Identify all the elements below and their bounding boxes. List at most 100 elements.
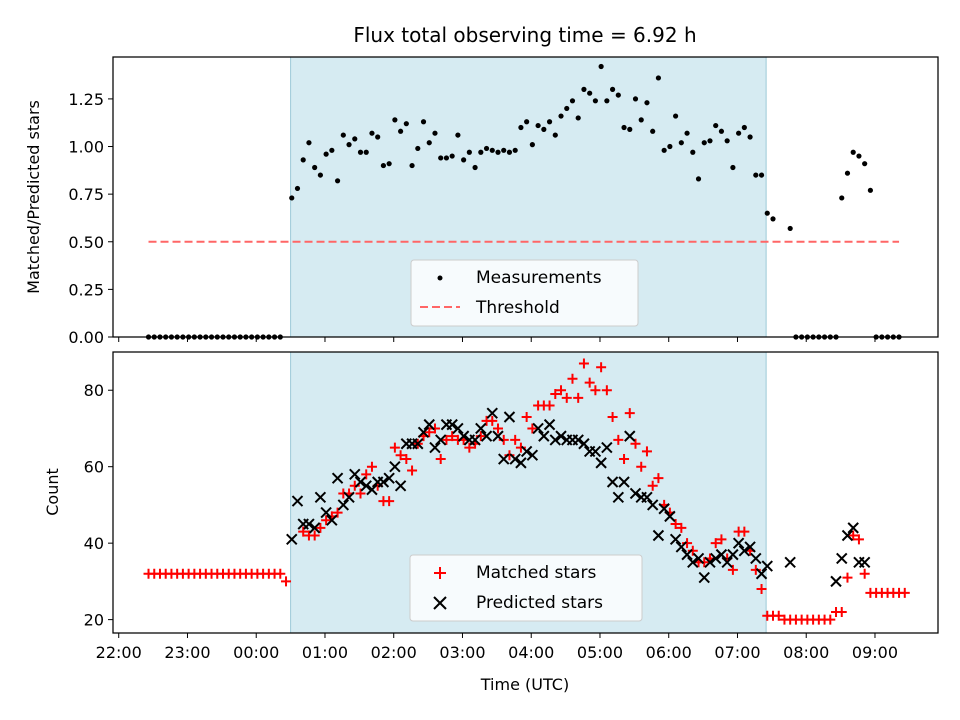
- measurement-point: [695, 176, 702, 182]
- predicted-star-point: [291, 495, 304, 507]
- bottom-x-tick-label: 09:00: [852, 643, 898, 662]
- predicted-star-point: [383, 472, 395, 484]
- predicted-star-point: [744, 541, 756, 553]
- measurement-point: [844, 170, 851, 176]
- bottom-y-axis-label: Count: [43, 468, 62, 516]
- bottom-x-tick-label: 00:00: [233, 643, 279, 662]
- matched-star-point: [842, 572, 853, 583]
- predicted-star-point: [606, 476, 619, 488]
- legend-matched-marker: [434, 567, 446, 579]
- predicted-star-point: [452, 422, 464, 435]
- measurement-point: [736, 130, 742, 136]
- predicted-star-point: [412, 438, 424, 450]
- predicted-star-point: [349, 468, 361, 481]
- measurement-point: [432, 130, 438, 136]
- bottom-x-tick-label: 03:00: [439, 643, 485, 662]
- measurement-point: [334, 178, 341, 184]
- bottom-x-axis-label: Time (UTC): [480, 675, 569, 694]
- matched-star-point: [498, 434, 509, 445]
- measurement-point: [392, 117, 398, 123]
- predicted-star-point: [377, 476, 390, 488]
- matched-star-point: [332, 507, 343, 518]
- predicted-star-point: [710, 552, 722, 565]
- measurement-point: [420, 119, 427, 125]
- measurement-point: [690, 149, 696, 155]
- predicted-star-point: [847, 522, 859, 534]
- measurement-point: [426, 140, 432, 146]
- matched-star-point: [504, 450, 515, 461]
- matched-star-point: [899, 587, 910, 598]
- measurement-point: [587, 90, 593, 96]
- measurement-point: [638, 117, 644, 123]
- bottom-y-tick-label: 20: [84, 611, 104, 630]
- matched-star-point: [429, 423, 440, 434]
- matched-star-point: [407, 465, 418, 476]
- measurement-point: [483, 145, 490, 152]
- top-y-ticks: 0.00 0.25 0.50 0.75 1.00 1.25: [68, 90, 113, 347]
- measurement-point: [363, 149, 369, 155]
- matched-star-point: [578, 358, 589, 369]
- predicted-star-point: [692, 552, 705, 565]
- top-axes-frame: [112, 56, 939, 338]
- bottom-legend-box: [409, 554, 643, 622]
- top-chart-title: Flux total observing time = 6.92 h: [353, 23, 696, 47]
- matched-star-point: [682, 538, 693, 549]
- measurement-point: [615, 92, 621, 98]
- measurement-point: [289, 195, 295, 201]
- matched-star-point: [676, 522, 687, 533]
- matched-star-point: [630, 438, 641, 449]
- measurement-point: [501, 147, 507, 153]
- measurement-point: [867, 187, 873, 193]
- predicted-star-point: [612, 491, 625, 503]
- matched-star-point: [641, 446, 652, 457]
- measurement-point: [535, 122, 541, 129]
- measurement-point: [478, 149, 484, 155]
- predicted-star-point: [732, 537, 745, 549]
- measurement-point: [524, 119, 530, 125]
- predicted-star-point: [331, 472, 344, 484]
- measurement-point: [730, 164, 736, 171]
- bottom-x-tick-label: 22:00: [96, 643, 142, 662]
- matched-star-point: [590, 385, 601, 396]
- measurement-point: [529, 142, 535, 148]
- predicted-star-point: [669, 533, 682, 546]
- measurement-point: [472, 164, 478, 171]
- measurement-point: [650, 128, 656, 134]
- predicted-star-point: [555, 430, 567, 442]
- measurement-point: [352, 136, 358, 142]
- matched-star-point: [349, 480, 360, 491]
- predicted-star-point: [532, 422, 544, 435]
- measurement-point: [443, 155, 450, 161]
- measurement-point: [340, 132, 346, 138]
- bottom-x-tick-label: 23:00: [164, 643, 210, 662]
- predicted-star-point: [618, 476, 630, 488]
- measurement-point: [741, 124, 747, 131]
- bottom-panel: 20 40 60 80 22:00 23:00 00:00 01:00 02:00 03:00 0…: [43, 351, 939, 694]
- measurement-point: [495, 149, 501, 155]
- predicted-star-point: [589, 445, 602, 458]
- measurement-point: [346, 142, 352, 148]
- matched-star-point: [596, 362, 607, 373]
- measurement-point: [673, 113, 679, 119]
- measurement-point: [506, 149, 513, 155]
- matched-star-point: [624, 408, 635, 419]
- measurement-point: [403, 121, 409, 127]
- measurement-point: [598, 63, 604, 70]
- measurement-point: [558, 113, 564, 119]
- measurement-point: [312, 164, 318, 171]
- top-panel: 0.00 0.25 0.50 0.75 1.00 1.25 Flux total obse…: [24, 23, 939, 347]
- legend-predicted-marker: [433, 596, 447, 610]
- predicted-star-point: [841, 529, 854, 542]
- measurement-point: [604, 98, 610, 104]
- predicted-star-point: [429, 441, 441, 454]
- measurement-point: [357, 149, 364, 155]
- predicted-star-point: [629, 487, 642, 500]
- measurement-point: [489, 147, 495, 153]
- matched-star-point: [848, 530, 859, 541]
- predicted-star-point: [784, 556, 796, 568]
- bottom-y-tick-label: 40: [84, 534, 104, 553]
- measurement-point: [317, 172, 323, 178]
- measurement-point: [627, 126, 633, 132]
- measurement-point: [747, 134, 753, 140]
- predicted-star-point: [498, 453, 510, 465]
